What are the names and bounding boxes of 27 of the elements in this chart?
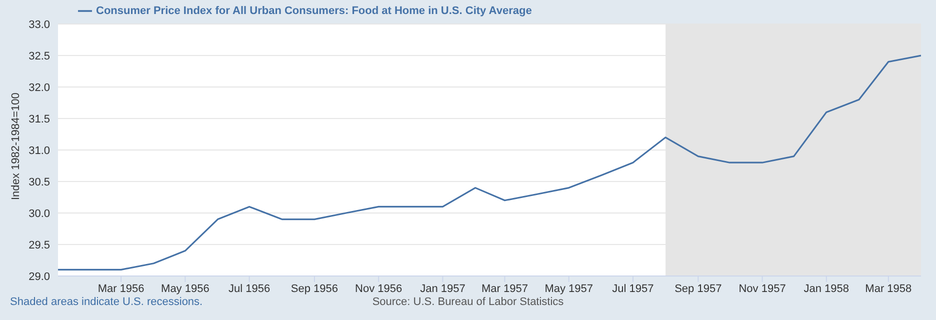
x-tick-label: Sep 1957 [674, 282, 722, 295]
y-tick-label: 29.5 [28, 239, 50, 252]
y-tick-label: 29.0 [28, 270, 50, 283]
x-tick-label: Jul 1957 [612, 282, 654, 295]
line-series [58, 54, 921, 270]
x-tick-label: Jan 1957 [420, 282, 466, 295]
y-tick-label: 31.5 [28, 113, 50, 126]
x-tick-label: Sep 1956 [290, 282, 338, 295]
x-tick-label: Jan 1958 [804, 282, 850, 295]
x-tick-label: May 1957 [544, 282, 594, 295]
x-tick-label: Mar 1958 [865, 282, 912, 295]
x-tick-label: Nov 1957 [738, 282, 786, 295]
y-axis-title: Index 1982-1984=100 [10, 92, 22, 200]
source-note: Source: U.S. Bureau of Labor Statistics [372, 296, 564, 308]
x-tick-label: Mar 1956 [98, 282, 144, 295]
text: Shaded areas indicate U.S. recessions. [10, 296, 203, 308]
y-tick-label: 33.0 [28, 18, 50, 31]
legend-label: Consumer Price Index for All Urban Consumers: Food at Home in U.S. City Average [96, 4, 532, 17]
x-tick-label: Nov 1956 [355, 282, 402, 295]
y-tick-label: 32.0 [28, 82, 50, 94]
y-tick-label: 30.0 [28, 208, 50, 220]
x-tick-label: May 1956 [161, 282, 210, 295]
y-tick-label: 31.0 [28, 144, 50, 157]
x-tick-label: Mar 1957 [482, 282, 528, 295]
y-tick-label: 32.5 [28, 50, 50, 62]
x-tick-label: Jul 1956 [228, 282, 270, 295]
y-tick-label: 30.5 [28, 176, 50, 188]
